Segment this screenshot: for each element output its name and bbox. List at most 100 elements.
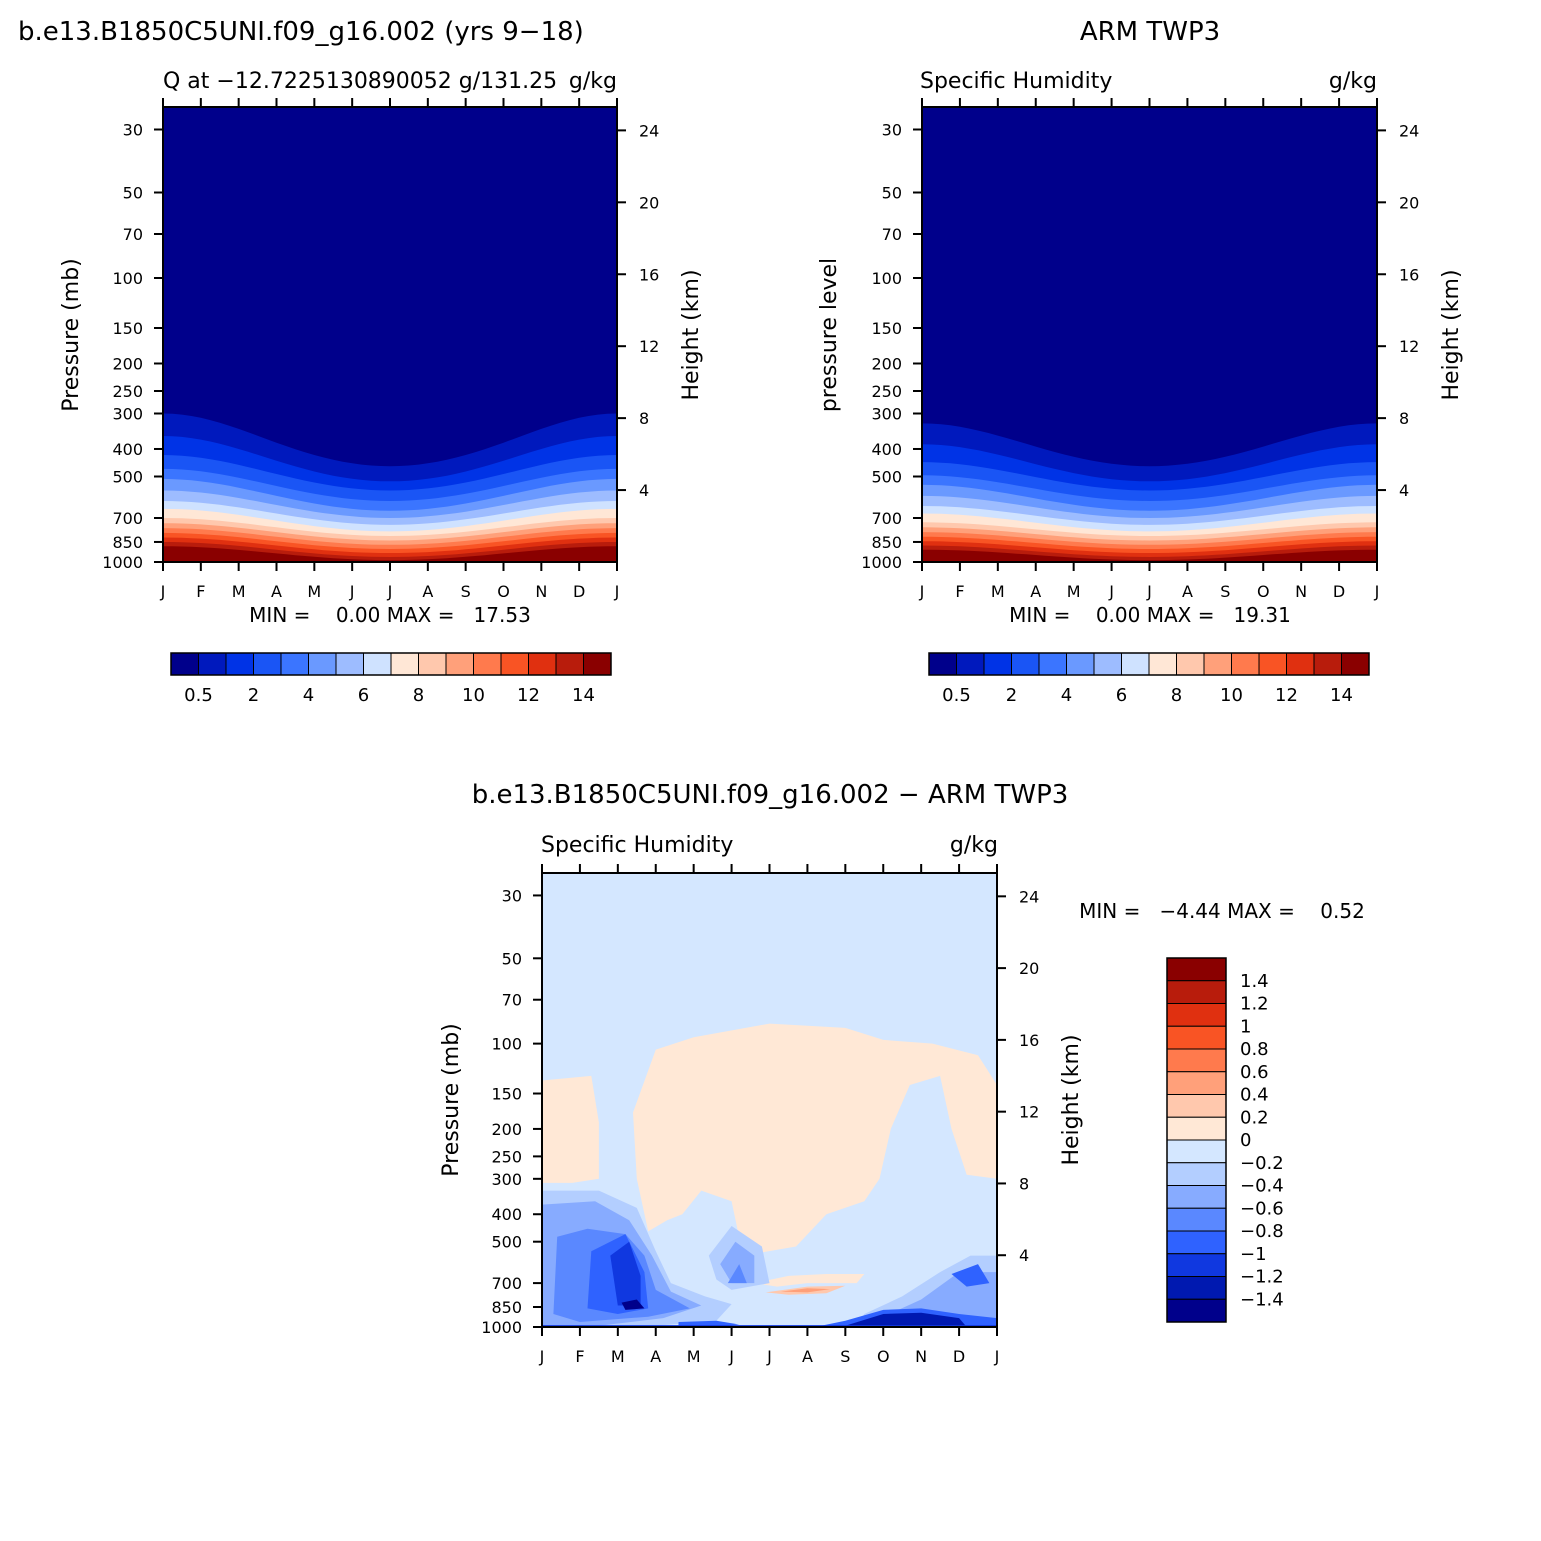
x-tick-label: F	[575, 1347, 584, 1366]
y-tick-label: 50	[502, 949, 522, 968]
diff-negative-region	[610, 1241, 641, 1306]
x-tick-label: D	[573, 582, 585, 601]
colorbar-swatch	[1166, 1025, 1227, 1050]
colorbar-swatch	[555, 652, 584, 676]
y-tick-label: 200	[112, 354, 143, 373]
colorbar-label: 2	[1006, 685, 1017, 706]
y-tick-label: 1000	[481, 1318, 522, 1337]
colorbar-swatch	[253, 652, 282, 676]
min-max-stat: MIN = 0.00 MAX = 19.31	[1009, 603, 1291, 627]
y-tick-label: 100	[112, 269, 143, 288]
colorbar-label: 0.8	[1240, 1039, 1269, 1060]
x-tick-label: A	[271, 582, 282, 601]
colorbar-swatch	[363, 652, 392, 676]
plot-area	[922, 107, 1377, 562]
x-tick-label: M	[1067, 582, 1081, 601]
x-tick-label: D	[953, 1347, 965, 1366]
panel-subtitle-right: g/kg	[1329, 69, 1377, 94]
diff-positive-region	[780, 1288, 831, 1293]
x-tick-label: S	[840, 1347, 850, 1366]
y-tick-label: 70	[882, 225, 902, 244]
colorbar-swatch	[308, 652, 337, 676]
axes: J F M A M J J A S O N D J 30 50 70 100 150 200 250 300 400 500…	[481, 864, 1039, 1366]
colorbar-swatch	[1093, 652, 1122, 676]
colorbar-label: 14	[572, 685, 595, 706]
y-tick-label: 400	[112, 440, 143, 459]
colorbar-swatch	[1166, 1162, 1227, 1186]
y-tick-label: 400	[491, 1205, 522, 1224]
diff-positive-region	[633, 1023, 997, 1256]
colorbar-swatch	[1166, 1207, 1227, 1232]
x-tick-label: J	[614, 582, 620, 601]
y-right-tick-label: 12	[1019, 1103, 1039, 1122]
x-tick-label: J	[387, 582, 393, 601]
y-tick-label: 150	[491, 1085, 522, 1104]
diff-negative-region	[720, 1241, 755, 1284]
y-right-tick-label: 8	[1399, 409, 1409, 428]
y-right-tick-label: 4	[1019, 1246, 1029, 1265]
colorbar-label: 1.4	[1240, 971, 1269, 992]
min-max-stat: MIN = 0.00 MAX = 17.53	[249, 603, 531, 627]
y-axis-label-right: Height (km)	[1059, 1034, 1084, 1165]
colorbar-swatch	[1038, 652, 1067, 676]
colorbar-label: 8	[413, 685, 424, 706]
colorbar-swatch	[1166, 1139, 1227, 1164]
colorbar-label: 4	[1061, 685, 1072, 706]
colorbar-swatch	[390, 652, 419, 676]
colorbar-label: 4	[303, 685, 314, 706]
min-max-stat: MIN = −4.44 MAX = 0.52	[1079, 899, 1365, 923]
x-tick-label: M	[687, 1347, 701, 1366]
colorbar-swatch	[1313, 652, 1342, 676]
colorbar: 0.5 2 4 6 8 10 12 14	[170, 652, 612, 706]
colorbar-swatch	[956, 652, 985, 676]
colorbar-swatch	[445, 652, 474, 676]
y-right-tick-label: 20	[1019, 959, 1039, 978]
x-tick-label: N	[1295, 582, 1307, 601]
y-right-tick-label: 16	[1019, 1031, 1039, 1050]
y-tick-label: 30	[882, 120, 902, 139]
x-tick-label: A	[802, 1347, 813, 1366]
panel-subtitle-left: Q at −12.7225130890052 g/131.25	[163, 69, 557, 94]
colorbar-swatch	[1166, 1230, 1227, 1255]
y-tick-label: 30	[502, 886, 522, 905]
x-tick-label: N	[535, 582, 547, 601]
y-tick-label: 850	[112, 533, 143, 552]
colorbar-label: 0.2	[1240, 1107, 1269, 1128]
y-tick-label: 850	[491, 1298, 522, 1317]
colorbar-swatch	[1258, 652, 1287, 676]
y-right-tick-label: 20	[639, 193, 659, 212]
plot-area	[163, 107, 617, 562]
y-tick-label: 1000	[102, 553, 143, 572]
colorbar-swatch	[1166, 1185, 1227, 1209]
axes: J F M A M J J A S O N D J 30 50 70 100 150 200 250 300 400 500…	[102, 98, 659, 601]
colorbar-label: 10	[1220, 685, 1243, 706]
y-tick-label: 150	[112, 319, 143, 338]
colorbar-swatch	[983, 652, 1012, 676]
x-tick-label: M	[307, 582, 321, 601]
colorbar-swatch	[335, 652, 364, 676]
colorbar-label: 2	[248, 685, 259, 706]
panel-diff: b.e13.B1850C5UNI.f09_g16.002 − ARM TWP3 …	[439, 780, 1365, 1366]
y-axis-label: Pressure (mb)	[59, 258, 84, 412]
colorbar-swatch	[1166, 980, 1227, 1004]
colorbar-frame	[170, 652, 612, 676]
panel-obs: ARM TWP3 Specific Humidity g/kg J F M A M J J A…	[817, 17, 1464, 706]
x-tick-label: S	[461, 582, 471, 601]
diff-positive-region	[754, 1274, 865, 1287]
colorbar-label: −0.2	[1240, 1153, 1284, 1174]
y-right-tick-label: 16	[1399, 265, 1419, 284]
y-tick-label: 30	[123, 120, 143, 139]
x-tick-label: D	[1333, 582, 1345, 601]
humidity-contour-band	[163, 546, 617, 562]
colorbar-frame	[928, 652, 1370, 676]
x-tick-label: J	[539, 1347, 545, 1366]
panel-title: b.e13.B1850C5UNI.f09_g16.002 − ARM TWP3	[472, 780, 1069, 810]
x-tick-label: J	[919, 582, 925, 601]
colorbar-label: 10	[462, 685, 485, 706]
y-axis-label: Pressure (mb)	[439, 1023, 464, 1177]
colorbar-label: 6	[1116, 685, 1127, 706]
y-right-tick-label: 24	[639, 121, 659, 140]
x-tick-label: J	[160, 582, 166, 601]
panel-model: b.e13.B1850C5UNI.f09_g16.002 (yrs 9−18) …	[18, 17, 704, 706]
